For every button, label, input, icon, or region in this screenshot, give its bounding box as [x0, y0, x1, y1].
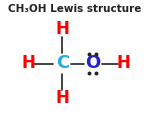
Text: H: H	[116, 54, 130, 73]
Text: H: H	[55, 89, 69, 107]
Text: H: H	[55, 20, 69, 38]
Text: C: C	[56, 54, 69, 73]
Text: O: O	[85, 54, 100, 73]
Text: H: H	[21, 54, 35, 73]
Text: CH₃OH Lewis structure: CH₃OH Lewis structure	[8, 4, 142, 14]
